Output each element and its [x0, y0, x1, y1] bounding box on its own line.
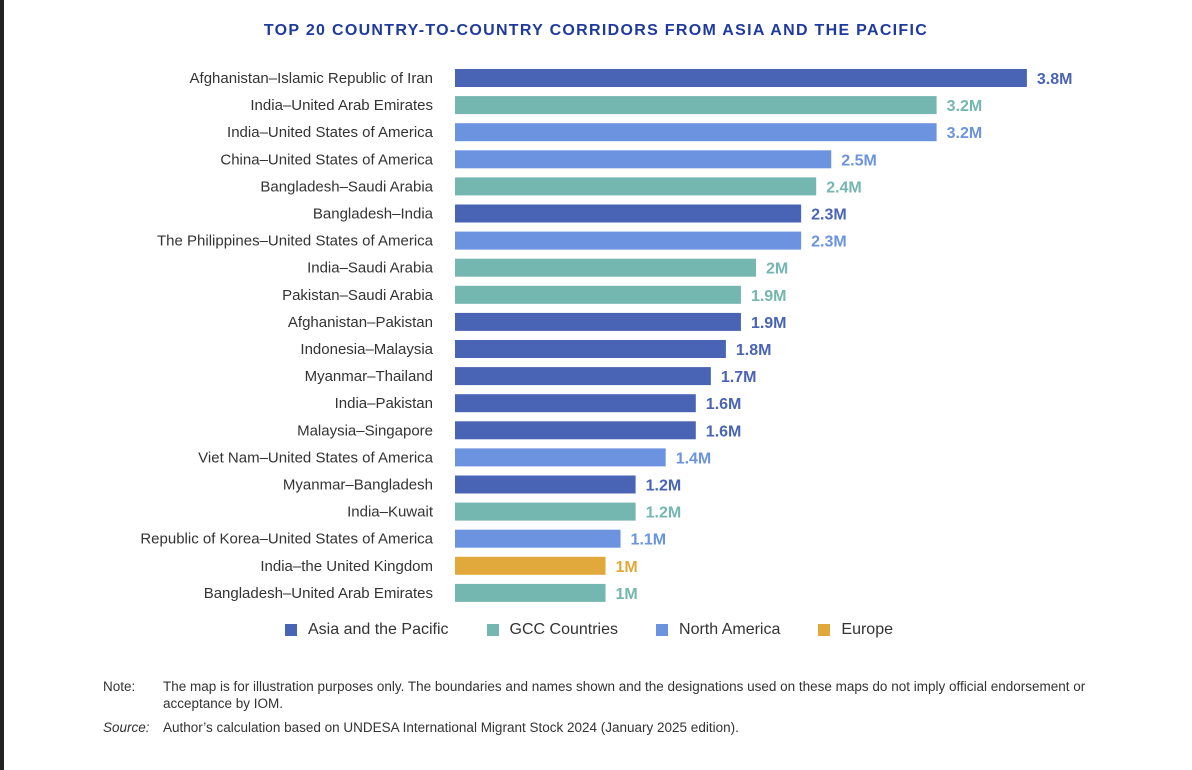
- legend-swatch: [486, 624, 499, 636]
- bar: [455, 231, 802, 250]
- bar: [455, 502, 636, 521]
- value-label: 3.8M: [1037, 71, 1073, 88]
- bar: [455, 285, 741, 304]
- legend-item-gcc: GCC Countries: [486, 621, 618, 639]
- category-label: Afghanistan–Pakistan: [288, 314, 433, 331]
- category-label: India–Saudi Arabia: [307, 260, 434, 277]
- bar: [455, 258, 756, 277]
- value-label: 1.6M: [706, 423, 742, 440]
- category-label: Myanmar–Thailand: [305, 368, 433, 385]
- category-label: Pakistan–Saudi Arabia: [282, 287, 434, 304]
- category-label: India–United Arab Emirates: [250, 97, 433, 114]
- legend-item-north-america: North America: [656, 621, 780, 639]
- bar: [455, 204, 802, 223]
- category-label: Bangladesh–India: [313, 206, 434, 223]
- value-label: 3.2M: [947, 98, 983, 115]
- category-label: Bangladesh–United Arab Emirates: [204, 585, 433, 602]
- value-label: 1.9M: [751, 315, 787, 332]
- bar: [455, 421, 696, 440]
- category-label: India–Kuwait: [347, 504, 434, 521]
- legend: Asia and the Pacific GCC Countries North…: [285, 621, 931, 639]
- bar: [455, 123, 937, 142]
- bar: [455, 394, 696, 413]
- bar: [455, 583, 606, 602]
- bar: [455, 150, 832, 169]
- category-label: Myanmar–Bangladesh: [283, 477, 433, 494]
- value-label: 1.8M: [736, 342, 772, 359]
- window-edge: [0, 0, 4, 770]
- bar: [455, 340, 726, 358]
- legend-item-asia: Asia and the Pacific: [285, 621, 449, 639]
- value-label: 1.2M: [646, 478, 682, 495]
- legend-item-europe: Europe: [818, 621, 893, 639]
- category-label: Indonesia–Malaysia: [300, 341, 433, 358]
- bar: [455, 367, 711, 386]
- value-label: 1M: [616, 559, 638, 576]
- category-label: Republic of Korea–United States of Ameri…: [140, 531, 433, 548]
- category-label: The Philippines–United States of America: [157, 233, 434, 250]
- value-label: 1.6M: [706, 396, 742, 413]
- legend-swatch: [285, 624, 297, 636]
- bar: [455, 177, 817, 196]
- category-label: China–United States of America: [220, 151, 433, 168]
- value-label: 1.1M: [631, 532, 667, 549]
- legend-swatch: [656, 624, 669, 636]
- chart-title: TOP 20 COUNTRY-TO-COUNTRY CORRIDORS FROM…: [263, 22, 929, 39]
- value-label: 1M: [616, 586, 638, 603]
- bar-chart: Afghanistan–Islamic Republic of Iran 3.8M…: [140, 69, 1073, 603]
- value-label: 1.2M: [646, 505, 682, 522]
- value-label: 1.7M: [721, 369, 757, 386]
- bar: [455, 448, 666, 467]
- value-label: 3.2M: [947, 125, 983, 142]
- value-label: 1.4M: [676, 450, 712, 467]
- category-label: India–the United Kingdom: [260, 558, 433, 575]
- bar: [455, 556, 606, 575]
- value-label: 2.4M: [826, 179, 862, 196]
- bar: [455, 529, 621, 548]
- value-label: 2.5M: [841, 152, 877, 169]
- category-label: Viet Nam–United States of America: [198, 449, 433, 466]
- category-label: Bangladesh–Saudi Arabia: [260, 178, 433, 195]
- value-label: 2.3M: [811, 234, 847, 251]
- category-label: Afghanistan–Islamic Republic of Iran: [190, 70, 433, 87]
- bar: [455, 312, 741, 331]
- value-label: 2M: [766, 261, 788, 278]
- legend-swatch: [818, 624, 831, 636]
- bar: [455, 96, 937, 115]
- category-label: India–United States of America: [227, 124, 434, 141]
- bar: [455, 475, 636, 494]
- bar: [455, 69, 1027, 87]
- value-label: 2.3M: [811, 207, 847, 224]
- category-label: Malaysia–Singapore: [297, 422, 433, 439]
- category-label: India–Pakistan: [335, 395, 433, 412]
- value-label: 1.9M: [751, 288, 787, 305]
